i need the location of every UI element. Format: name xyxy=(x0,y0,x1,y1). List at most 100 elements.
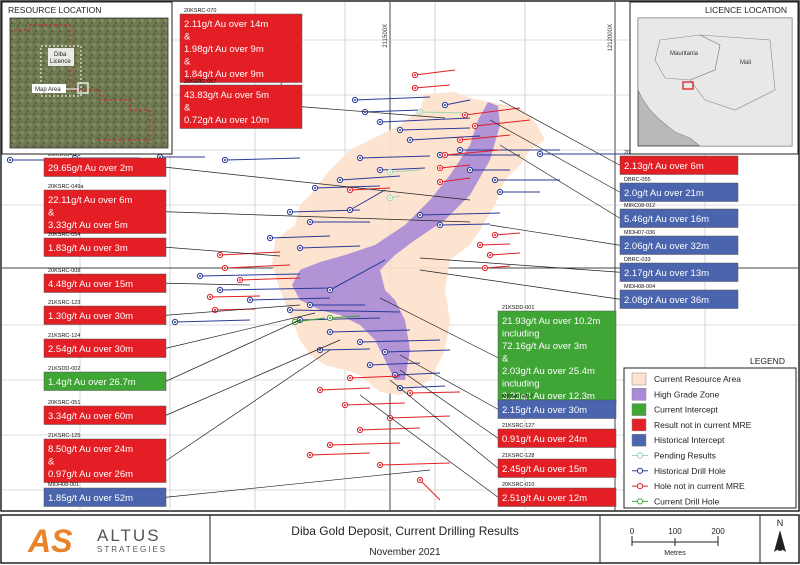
north-label: N xyxy=(777,518,784,528)
drill-hole-collar-dot xyxy=(389,171,391,173)
drill-hole-collar-dot xyxy=(494,234,496,236)
intercept-box xyxy=(619,182,739,202)
drill-hole-trace xyxy=(409,135,481,141)
drill-hole-trace xyxy=(294,317,326,323)
hole-id-label: MIDH07-057 xyxy=(502,394,533,400)
intercept-text: 2.0g/t Au over 21m xyxy=(624,188,704,199)
drill-hole-collar-dot xyxy=(289,309,291,311)
leader-line xyxy=(165,211,471,223)
resource-location-inset: RESOURCE LOCATION Diba Licence Map Area xyxy=(1,1,173,155)
legend-label: Historical Drill Hole xyxy=(654,466,726,476)
drill-hole-trace xyxy=(344,402,406,406)
drill-hole-collar-dot xyxy=(394,374,396,376)
drill-hole-collar-dot xyxy=(329,289,331,291)
drill-hole-collar-dot xyxy=(289,211,291,213)
drill-hole-collar-dot xyxy=(459,149,461,151)
map-title: Diba Gold Deposit, Current Drilling Resu… xyxy=(291,524,518,538)
scale-bar: 0 100 200 Metres xyxy=(630,527,725,557)
drill-hole-trace xyxy=(309,452,371,456)
drill-hole-collar-dot xyxy=(399,129,401,131)
licence-boundary xyxy=(14,24,151,141)
intercept-text: 2.54g/t Au over 30m xyxy=(48,344,133,355)
logo-subtitle: STRATEGIES xyxy=(97,545,167,554)
drill-hole-trace xyxy=(419,212,501,216)
drill-hole-collar-dot xyxy=(444,104,446,106)
drill-hole-trace xyxy=(329,259,386,291)
leader-line xyxy=(499,144,621,219)
west-africa-landmass xyxy=(637,17,793,147)
intercept-box xyxy=(497,458,617,478)
intercept-text: 2.11g/t Au over 14m xyxy=(184,19,268,30)
intercept-text: 22.11g/t Au over 6m xyxy=(48,195,132,206)
hole-id-label: 21KSRC-124 xyxy=(48,333,80,339)
drill-hole-trace xyxy=(199,273,301,277)
intercept-text: 2.03g/t Au over 25.4m xyxy=(502,366,595,377)
intercept-text: 3.23g/t Au over 12.3m xyxy=(502,391,595,402)
drill-hole-trace xyxy=(209,295,261,298)
leader-line xyxy=(419,257,621,273)
drill-hole-trace xyxy=(329,442,401,446)
intercept-text: & xyxy=(502,354,509,365)
leader-line xyxy=(165,319,301,382)
intercept-box xyxy=(43,189,167,234)
drill-hole-collar-dot xyxy=(539,153,541,155)
drill-hole-collar-dot xyxy=(329,317,331,319)
intercept-text: 2.08g/t Au over 36m xyxy=(624,295,709,306)
drill-hole-trace xyxy=(339,175,401,181)
intercept-text: 2.45g/t Au over 15m xyxy=(502,464,587,475)
scale-tick-0: 0 xyxy=(630,527,635,536)
drill-hole-trace xyxy=(494,232,521,236)
drill-hole-collar-dot xyxy=(359,429,361,431)
legend: LEGEND Current Resource Area High Grade Z… xyxy=(623,356,797,509)
drill-hole-collar-dot xyxy=(439,181,441,183)
drill-hole-collar-dot xyxy=(174,321,176,323)
intercept-text: & xyxy=(48,457,55,468)
drill-hole-collar-dot xyxy=(224,159,226,161)
intercept-text: 29.65g/t Au over 2m xyxy=(48,163,133,174)
drill-hole-collar-dot xyxy=(379,121,381,123)
drill-hole-collar-dot xyxy=(309,454,311,456)
drill-hole-collar-dot xyxy=(389,197,391,199)
map-date: November 2021 xyxy=(369,547,441,558)
hole-id-label: 21KSRC-127 xyxy=(502,423,534,429)
legend-label: Current Resource Area xyxy=(654,374,741,384)
drill-hole-trace xyxy=(299,245,361,249)
drill-hole-collar-dot xyxy=(224,267,226,269)
drill-hole-trace xyxy=(224,157,301,161)
hole-id-label: 21KSRC-123 xyxy=(48,300,80,306)
leader-line xyxy=(165,166,471,201)
grid-x-label: 1212000X xyxy=(608,24,614,51)
intercept-text: & xyxy=(48,208,55,219)
intercept-box xyxy=(497,428,617,448)
drill-hole-collar-dot xyxy=(379,169,381,171)
drill-hole-collar-dot xyxy=(239,279,241,281)
intercept-box xyxy=(619,235,739,255)
drill-hole-collar-dot xyxy=(409,392,411,394)
drill-hole-trace xyxy=(319,387,371,391)
drill-hole-collar-dot xyxy=(309,304,311,306)
intercept-box xyxy=(497,399,617,419)
leader-line xyxy=(165,339,341,416)
hole-id-label: 20KSRC-049a xyxy=(48,184,84,190)
intercept-text: 72.16g/t Au over 3m xyxy=(502,341,587,352)
intercept-box xyxy=(43,305,167,325)
drill-hole-collar-dot xyxy=(314,187,316,189)
intercept-text: 0.91g/t Au over 24m xyxy=(502,434,587,445)
leader-line xyxy=(301,106,446,119)
drill-hole-collar-dot xyxy=(309,221,311,223)
leader-line xyxy=(489,224,621,246)
map-area-box xyxy=(77,82,89,94)
intercept-text: including xyxy=(502,329,540,340)
drill-hole-trace xyxy=(479,243,511,246)
drill-hole-trace xyxy=(349,189,386,211)
drill-hole-trace xyxy=(354,96,431,101)
legend-hole-collar xyxy=(636,452,644,459)
drill-holes xyxy=(6,69,640,501)
drill-hole-collar-dot xyxy=(349,189,351,191)
leader-line xyxy=(165,282,251,286)
intercept-box xyxy=(619,155,739,175)
drill-hole-trace xyxy=(224,264,291,269)
licence-location-inset: LICENCE LOCATION Mauritania Mali xyxy=(629,1,799,155)
legend-swatch xyxy=(631,403,647,416)
